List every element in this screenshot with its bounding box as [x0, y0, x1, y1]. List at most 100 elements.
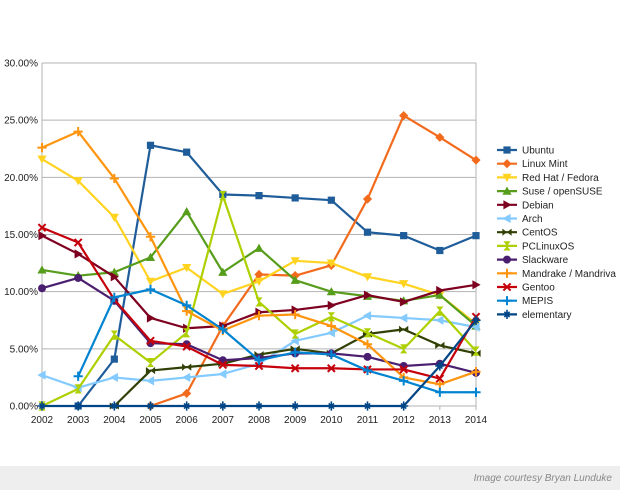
y-tick-label: 20.00% [4, 173, 38, 184]
data-point-mandrake-mandriva [362, 339, 373, 349]
x-tick-label: 2008 [248, 415, 271, 426]
legend-swatch-marker [503, 255, 511, 264]
legend-swatch-marker [503, 200, 512, 210]
data-point-mepis [435, 387, 445, 397]
data-point-red-hat-fedora [37, 155, 47, 164]
legend-swatch-marker [502, 309, 512, 319]
legend-label: Linux Mint [522, 159, 568, 170]
data-point-arch [218, 369, 227, 379]
series-lines [37, 110, 481, 411]
legend-label: Red Hat / Fedora [522, 173, 599, 184]
data-point-mepis [471, 387, 481, 397]
data-point-elementary [182, 401, 192, 411]
x-tick-label: 2010 [320, 415, 343, 426]
legend-item-gentoo: Gentoo [497, 283, 555, 294]
series-line-linux-mint [150, 114, 477, 408]
data-point-debian [110, 272, 119, 282]
data-point-linux-mint [471, 155, 481, 165]
legend-swatch-marker [502, 173, 512, 182]
legend-swatch-marker [502, 282, 512, 292]
legend-swatch-marker [502, 296, 512, 306]
x-tick-label: 2002 [31, 415, 54, 426]
legend-item-ubuntu: Ubuntu [497, 146, 554, 157]
data-point-mepis [182, 300, 192, 310]
data-point-elementary [109, 401, 119, 411]
x-tick-label: 2009 [284, 415, 307, 426]
data-point-mepis [290, 347, 300, 357]
series-mepis [73, 284, 481, 397]
y-tick-label: 30.00% [4, 59, 38, 70]
series-linux-mint [145, 110, 481, 411]
data-point-linux-mint [399, 110, 409, 121]
series-line-ubuntu [77, 144, 477, 407]
x-tick-label: 2011 [357, 415, 379, 426]
data-point-gentoo [290, 363, 300, 373]
legend-label: CentOS [522, 228, 558, 239]
x-tick-label: 2012 [393, 415, 416, 426]
data-point-arch [182, 372, 191, 383]
data-point-debian [38, 231, 47, 241]
data-point-mepis [73, 371, 83, 381]
x-tick-label: 2005 [139, 415, 162, 426]
data-point-red-hat-fedora [290, 257, 300, 266]
data-point-pclinuxos [400, 344, 408, 354]
legend-label: MEPIS [522, 296, 553, 307]
data-point-elementary [362, 401, 373, 411]
chart-panel: 0.00% 5.00% 10.00% 15.00% 20.00% 25.00% 30.00%… [4, 58, 617, 426]
legend-swatch-marker [502, 228, 512, 236]
data-point-centos [182, 363, 192, 371]
data-point-arch [435, 315, 444, 325]
data-point-arch [399, 313, 408, 323]
data-point-red-hat-fedora [218, 290, 228, 299]
data-point-red-hat-fedora [399, 280, 409, 289]
data-point-mepis [326, 349, 336, 360]
x-tick-label: 2006 [176, 415, 199, 426]
legend-item-linux-mint: Linux Mint [497, 159, 568, 170]
data-point-elementary [399, 401, 409, 411]
data-point-ubuntu [436, 246, 444, 255]
legend-label: Mandrake / Mandriva [522, 269, 616, 280]
data-point-arch [326, 328, 335, 338]
data-point-linux-mint [182, 388, 192, 399]
legend-label: Gentoo [522, 283, 555, 294]
data-point-ubuntu [255, 192, 263, 200]
data-point-gentoo [435, 374, 445, 383]
data-point-gentoo [182, 342, 191, 351]
data-point-ubuntu [183, 148, 191, 156]
data-point-mandrake-mandriva [326, 321, 336, 331]
data-point-linux-mint [362, 194, 373, 204]
x-tick-label: 2014 [465, 415, 488, 426]
series-pclinuxos [38, 191, 480, 411]
data-point-centos [435, 341, 445, 350]
legend-item-debian: Debian [497, 200, 554, 211]
series-line-mepis [77, 288, 476, 394]
data-point-suse-opensuse [145, 252, 156, 261]
data-point-elementary [254, 401, 264, 411]
data-point-centos [399, 325, 409, 333]
legend-swatch-marker [502, 268, 512, 278]
data-point-elementary [145, 401, 156, 411]
data-point-mandrake-mandriva [254, 311, 264, 321]
data-point-suse-opensuse [326, 287, 336, 296]
series-elementary [37, 315, 481, 411]
data-point-red-hat-fedora [109, 213, 119, 222]
data-point-debian [472, 280, 481, 290]
data-point-linux-mint [435, 132, 445, 142]
data-point-elementary [73, 401, 83, 411]
data-point-suse-opensuse [254, 243, 264, 252]
legend-label: elementary [522, 310, 571, 321]
legend-item-pclinuxos: PCLinuxOS [497, 241, 575, 252]
data-point-pclinuxos [255, 297, 263, 307]
y-tick-label: 25.00% [4, 116, 38, 127]
y-tick-label: 0.00% [10, 402, 38, 413]
data-point-pclinuxos [74, 384, 82, 394]
data-point-mandrake-mandriva [471, 367, 481, 377]
data-point-suse-opensuse [37, 265, 47, 274]
legend-swatch-marker [502, 186, 512, 195]
data-point-mandrake-mandriva [435, 379, 445, 389]
x-tick-label: 2003 [67, 415, 90, 426]
legend-swatch-marker [502, 159, 512, 169]
data-point-arch [471, 322, 480, 332]
data-point-ubuntu [472, 232, 480, 240]
data-point-debian [400, 297, 409, 307]
